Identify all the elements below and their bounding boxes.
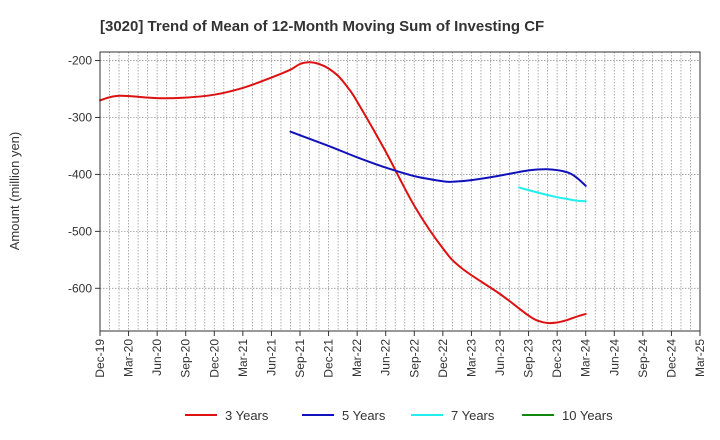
series-line-5-years <box>289 130 587 187</box>
x-tick-label: Jun-21 <box>264 339 278 376</box>
plot-background <box>100 52 700 331</box>
plot-area <box>100 52 700 331</box>
x-tick-label: Dec-20 <box>207 339 221 378</box>
plot-frame <box>99 51 701 332</box>
legend-label: 3 Years <box>225 408 269 423</box>
legend-label: 7 Years <box>451 408 495 423</box>
x-tick-label: Mar-24 <box>579 339 593 377</box>
x-tick-label: Mar-22 <box>350 339 364 377</box>
x-tick-label: Dec-22 <box>436 339 450 378</box>
axes: -200 -300 -400 -500 -600 Dec-19 Mar-20 Jun-20 Se… <box>68 51 707 378</box>
x-tick-label: Dec-24 <box>664 339 678 378</box>
x-tick-label: Sep-20 <box>179 339 193 378</box>
series-lines <box>99 61 587 325</box>
y-tick-label: -600 <box>68 281 92 295</box>
legend-item-7-years: 7 Years <box>411 408 495 423</box>
x-tick-label: Jun-24 <box>607 339 621 376</box>
legend-label: 10 Years <box>562 408 613 423</box>
y-tick-label: -500 <box>68 224 92 238</box>
x-tick-label: Mar-23 <box>464 339 478 377</box>
y-tick-label: -300 <box>68 110 92 124</box>
y-tick-label: -200 <box>68 54 92 68</box>
x-tick-label: Dec-21 <box>322 339 336 378</box>
x-tick-label: Dec-23 <box>550 339 564 378</box>
x-tick-label: Mar-20 <box>122 339 136 377</box>
legend-label: 5 Years <box>342 408 386 423</box>
x-tick-label: Jun-23 <box>493 339 507 376</box>
series-line-7-years <box>518 186 587 203</box>
x-tick-label: Sep-22 <box>407 339 421 378</box>
x-tick-label: Mar-25 <box>693 339 707 377</box>
legend-item-3-years: 3 Years <box>185 408 269 423</box>
y-tick-label: -400 <box>68 167 92 181</box>
legend: 3 Years 5 Years 7 Years 10 Years <box>185 408 613 423</box>
x-tick-label: Sep-24 <box>636 339 650 378</box>
y-axis-label: Amount (million yen) <box>7 132 22 251</box>
x-tick-label: Mar-21 <box>236 339 250 377</box>
chart-title: [3020] Trend of Mean of 12-Month Moving … <box>100 18 544 35</box>
legend-item-5-years: 5 Years <box>302 408 386 423</box>
x-tick-label: Jun-20 <box>150 339 164 376</box>
x-tick-label: Sep-23 <box>522 339 536 378</box>
legend-item-10-years: 10 Years <box>522 408 613 423</box>
series-line-3-years <box>99 61 587 325</box>
x-tick-label: Sep-21 <box>293 339 307 378</box>
x-tick-label: Jun-22 <box>379 339 393 376</box>
x-tick-label: Dec-19 <box>93 339 107 378</box>
